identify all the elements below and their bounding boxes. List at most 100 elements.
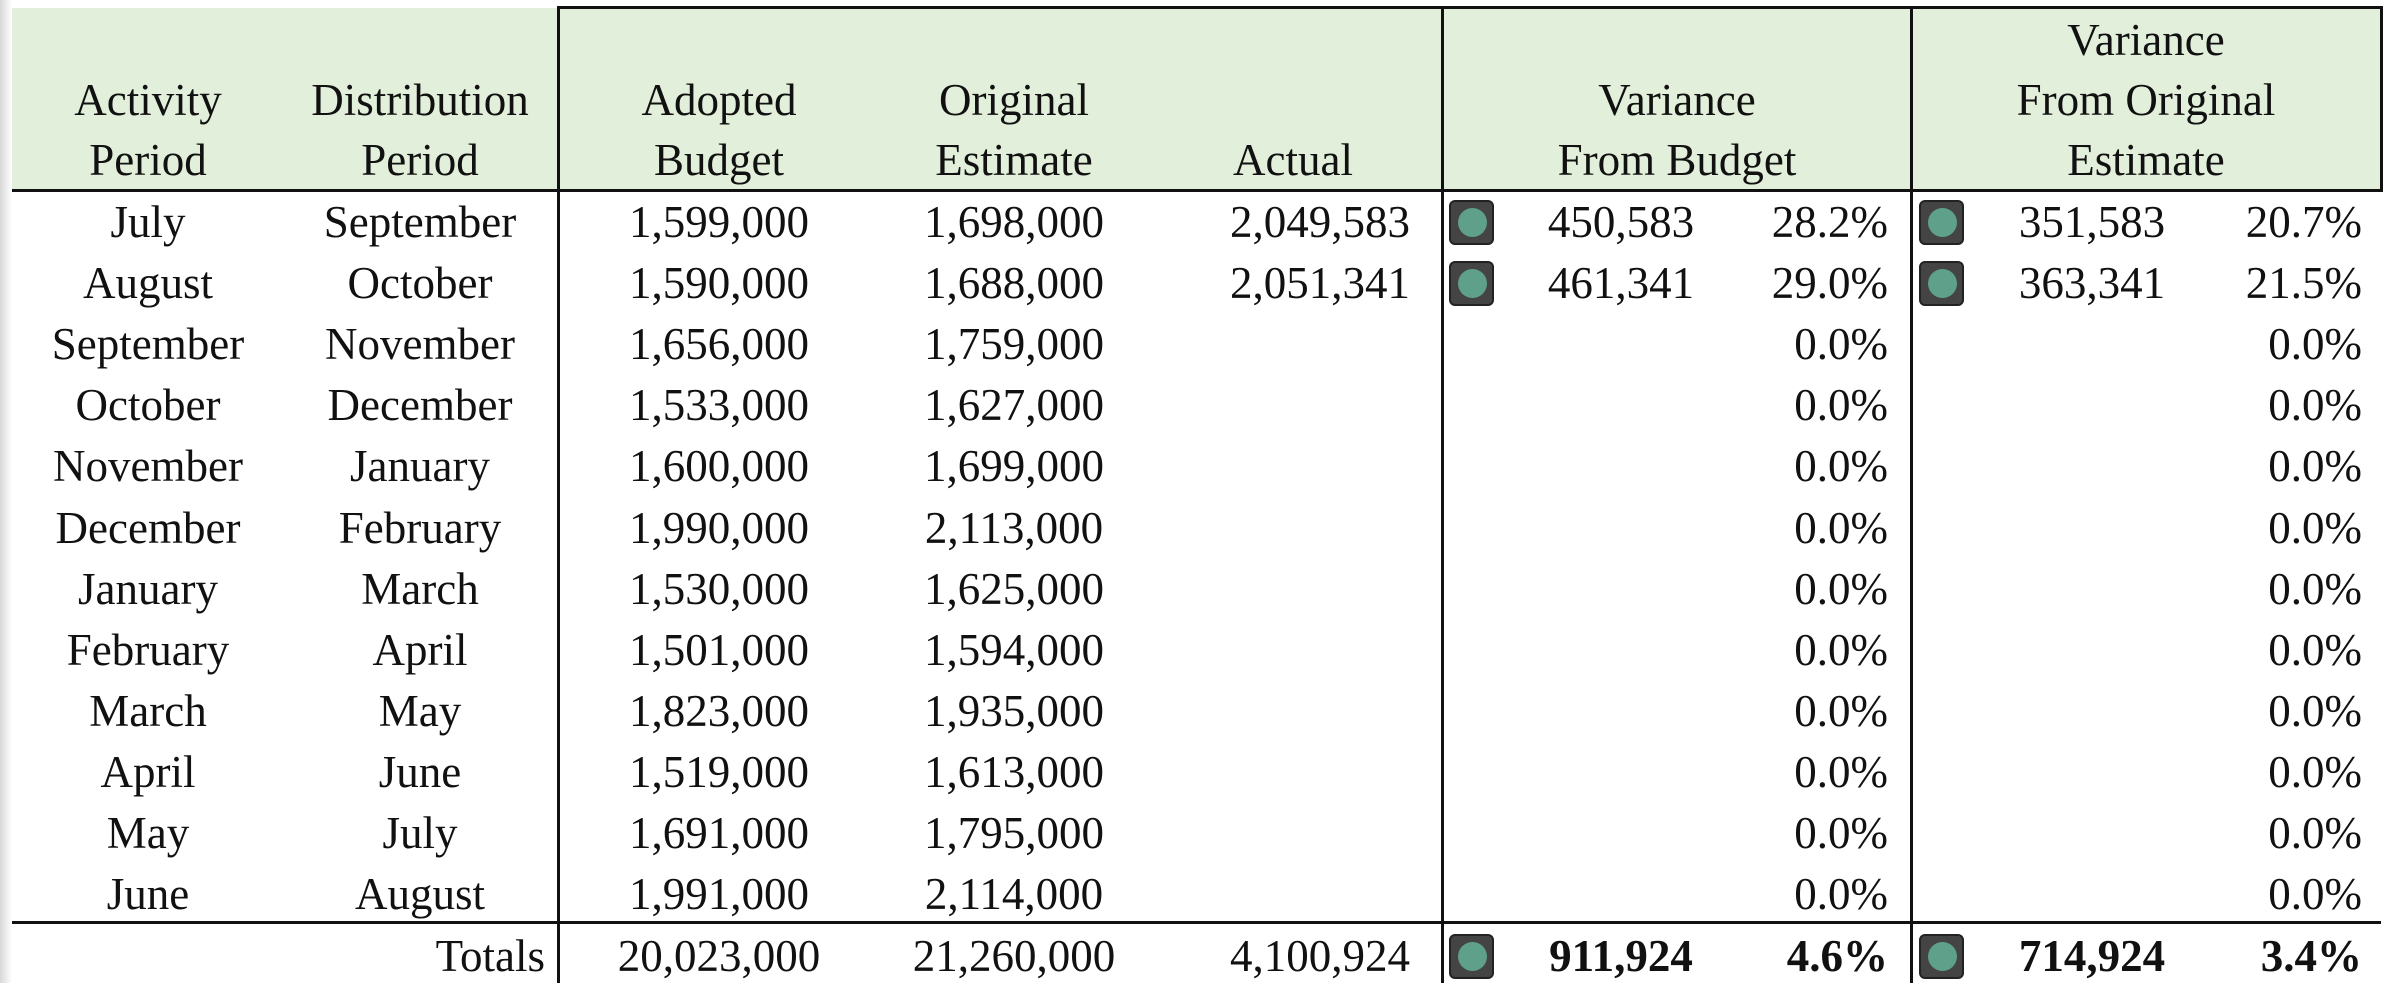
cell: 0.0%: [2268, 319, 2362, 370]
cell: 0.0%: [1794, 441, 1888, 492]
cell: September: [323, 197, 517, 247]
cell: 1,613,000: [924, 746, 1104, 797]
cell: 0.0%: [1794, 869, 1888, 920]
cell: 1,590,000: [629, 258, 809, 309]
cell: 3.4%: [2260, 931, 2362, 981]
cell: 1,625,000: [924, 563, 1104, 614]
cell: 1,688,000: [924, 258, 1104, 309]
cell: May: [378, 685, 462, 736]
cell: 1,594,000: [924, 624, 1104, 675]
cell: September: [51, 319, 245, 370]
cell: June: [106, 869, 190, 920]
cell: February: [66, 624, 230, 675]
status-indicator: [1449, 261, 1494, 307]
header-cell: From Original: [2016, 75, 2276, 125]
status-indicator: [1919, 261, 1964, 307]
cell: 0.0%: [2268, 563, 2362, 614]
cell: 0.0%: [2268, 441, 2362, 492]
cell: 0.0%: [2268, 502, 2362, 553]
cell: 1,823,000: [629, 685, 809, 736]
cell: 1,691,000: [629, 808, 809, 858]
cell: 911,924: [1549, 931, 1693, 981]
cell: 1,935,000: [924, 685, 1104, 736]
cell: 1,991,000: [629, 869, 809, 920]
cell: 0.0%: [1794, 319, 1888, 370]
cell: 2,113,000: [924, 502, 1104, 553]
cell: 0.0%: [1794, 380, 1888, 431]
cell: April: [372, 624, 468, 675]
border: [1910, 6, 1913, 983]
cell: 0.0%: [1794, 685, 1888, 736]
cell: 0.0%: [2268, 685, 2362, 736]
cell: August: [354, 869, 485, 920]
status-indicator: [1919, 200, 1964, 245]
header-cell: Original: [939, 75, 1089, 125]
cell: 450,583: [1547, 197, 1695, 247]
cell: 1,501,000: [629, 624, 809, 675]
cell: 1,519,000: [629, 746, 809, 797]
totals-label: Totals: [435, 931, 545, 981]
cell: 1,759,000: [924, 319, 1104, 370]
cell: August: [82, 258, 213, 309]
header-cell: Adopted: [641, 75, 797, 125]
header-cell: Estimate: [2067, 135, 2225, 185]
cell: December: [327, 380, 513, 431]
cell: 0.0%: [2268, 624, 2362, 675]
cell: March: [89, 685, 207, 736]
cell: 21,260,000: [912, 931, 1116, 981]
cell: November: [325, 319, 515, 370]
cell: December: [55, 502, 241, 553]
cell: 20,023,000: [617, 931, 821, 981]
border: [2380, 6, 2383, 192]
cell: October: [75, 380, 221, 431]
cell: 20.7%: [2245, 197, 2362, 247]
border: [557, 6, 560, 983]
cell: 1,530,000: [629, 563, 809, 614]
cell: 2,114,000: [924, 869, 1104, 920]
cell: 2,051,341: [1230, 258, 1410, 309]
status-indicator: [1919, 934, 1964, 979]
header-cell: Period: [89, 135, 207, 185]
cell: 0.0%: [1794, 624, 1888, 675]
cell: 1,599,000: [629, 197, 809, 247]
cell: 0.0%: [2268, 808, 2362, 858]
cell: April: [100, 746, 196, 797]
cell: July: [110, 197, 186, 247]
cell: January: [350, 441, 490, 492]
cell: 1,698,000: [924, 197, 1104, 247]
header-cell: Budget: [654, 135, 784, 185]
header-cell: Variance: [2067, 15, 2225, 65]
cell: February: [338, 502, 502, 553]
cell: 1,699,000: [924, 441, 1104, 492]
cell: 0.0%: [1794, 502, 1888, 553]
cell: 0.0%: [1794, 808, 1888, 858]
cell: 363,341: [2018, 258, 2166, 309]
cell: 714,924: [2018, 931, 2166, 981]
cell: March: [361, 563, 479, 614]
cell: 0.0%: [1794, 746, 1888, 797]
cell: 1,533,000: [629, 380, 809, 431]
cell: 21.5%: [2245, 258, 2362, 309]
cell: June: [378, 746, 462, 797]
cell: 461,341: [1547, 258, 1695, 309]
border: [12, 189, 2381, 192]
border: [12, 921, 2381, 924]
cell: 4,100,924: [1230, 931, 1410, 981]
cell: 2,049,583: [1230, 197, 1410, 247]
header-cell: Distribution: [311, 75, 529, 125]
cell: 351,583: [2018, 197, 2166, 247]
header-cell: Variance: [1598, 75, 1756, 125]
header-cell: Activity: [74, 75, 222, 125]
cell: 1,990,000: [629, 502, 809, 553]
cell: 1,627,000: [924, 380, 1104, 431]
cell: 28.2%: [1771, 197, 1888, 247]
cell: 1,795,000: [924, 808, 1104, 858]
cell: 0.0%: [1794, 563, 1888, 614]
cell: 29.0%: [1771, 258, 1888, 309]
cell: July: [382, 808, 458, 858]
cell: May: [106, 808, 190, 858]
cell: 0.0%: [2268, 869, 2362, 920]
cell: 1,656,000: [629, 319, 809, 370]
border: [1441, 6, 1444, 983]
